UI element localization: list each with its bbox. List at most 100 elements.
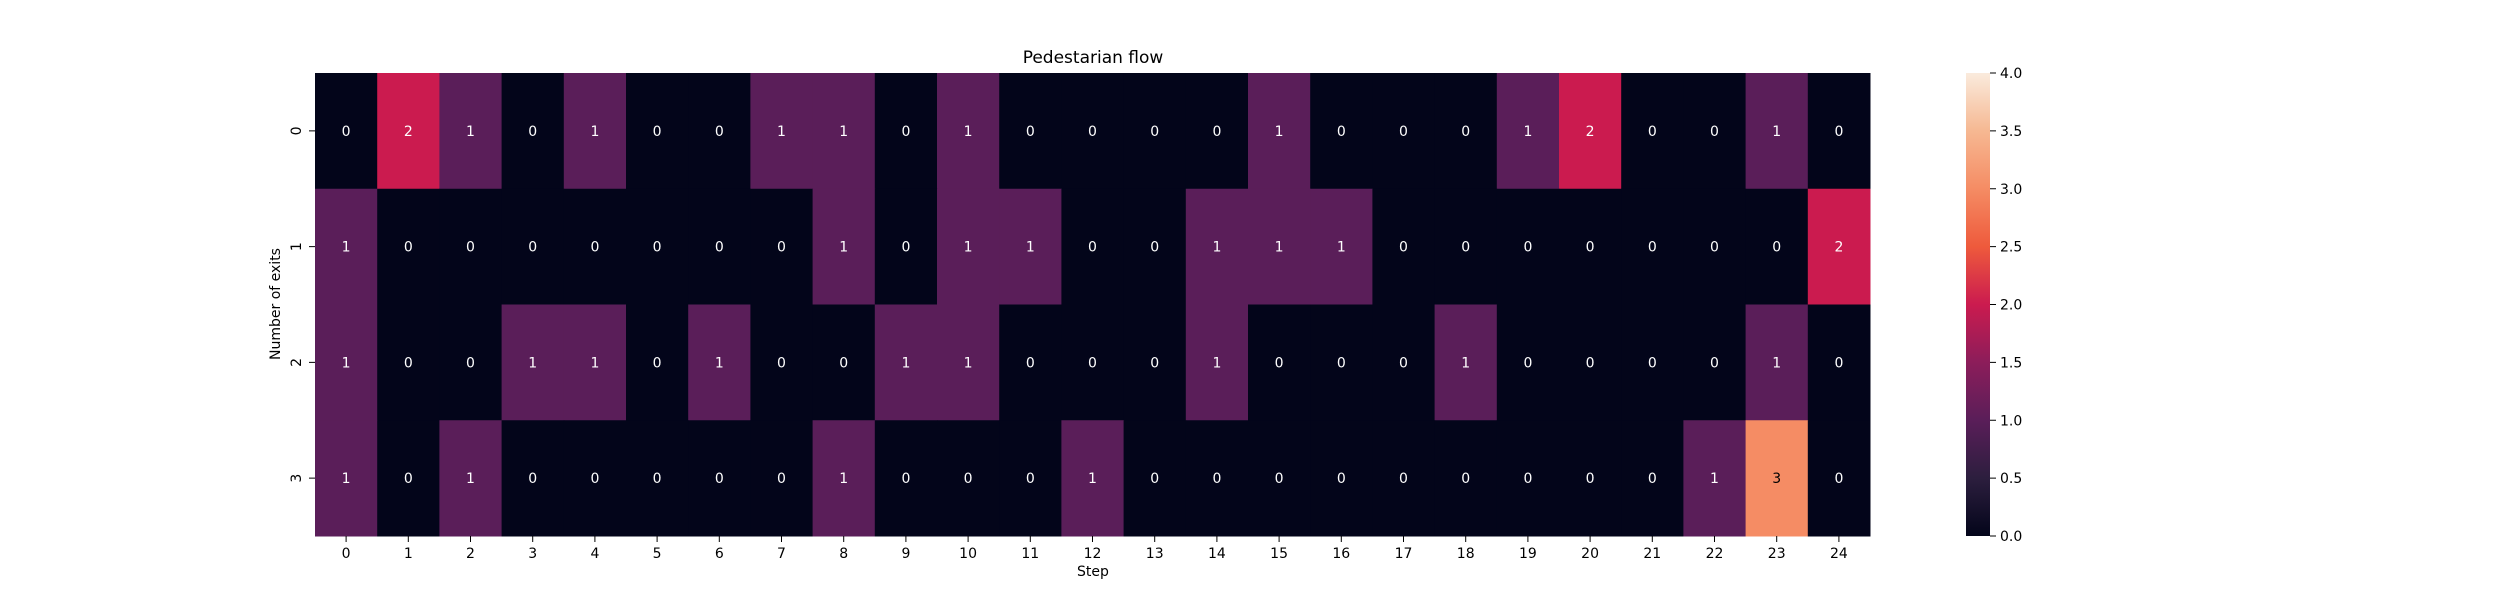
x-tick-label: 10: [959, 546, 977, 562]
heatmap-cell: [1061, 304, 1125, 421]
cell-value-label: 0: [1648, 124, 1657, 140]
cell-value-label: 0: [1337, 355, 1346, 371]
cell-value-label: 1: [528, 355, 537, 371]
heatmap-cell: [1683, 73, 1747, 190]
cell-value-label: 1: [590, 355, 599, 371]
cell-value-label: 0: [1026, 124, 1035, 140]
heatmap-cell: [1496, 304, 1560, 421]
cell-value-label: 0: [1399, 240, 1408, 256]
cell-value-label: 0: [1461, 471, 1470, 487]
heatmap-cell: [812, 304, 876, 421]
cell-value-label: 0: [1710, 355, 1719, 371]
heatmap-cell: [1372, 420, 1436, 537]
colorbar-tick-label: 0.5: [2000, 471, 2022, 487]
x-tick-label: 20: [1581, 546, 1599, 562]
cell-value-label: 0: [528, 471, 537, 487]
colorbar-tick-label: 1.5: [2000, 355, 2022, 371]
heatmap-cell: [501, 420, 565, 537]
heatmap-cell: [1310, 73, 1373, 190]
cell-value-label: 0: [1150, 124, 1159, 140]
heatmap-cell: [626, 304, 689, 421]
heatmap-cell: [501, 188, 565, 305]
heatmap-cell: [999, 304, 1062, 421]
x-tick-label: 11: [1021, 546, 1039, 562]
heatmap-cell: [439, 73, 503, 190]
y-tick-label: 1: [289, 242, 305, 251]
cell-value-label: 0: [777, 240, 786, 256]
heatmap-cell: [563, 188, 627, 305]
cell-value-label: 1: [342, 240, 351, 256]
heatmap-cell: [750, 304, 814, 421]
heatmap-cell: [1496, 73, 1560, 190]
cell-value-label: 0: [1399, 471, 1408, 487]
heatmap-cell: [1185, 188, 1249, 305]
cell-value-label: 0: [901, 471, 910, 487]
heatmap-cell: [1807, 73, 1871, 190]
heatmap-cell: [1123, 304, 1187, 421]
cell-value-label: 0: [590, 240, 599, 256]
cell-value-label: 0: [1088, 240, 1097, 256]
x-tick-label: 7: [777, 546, 786, 562]
x-tick-label: 9: [901, 546, 910, 562]
heatmap-cell: [1434, 73, 1498, 190]
x-tick-label: 1: [404, 546, 413, 562]
x-tick-label: 15: [1270, 546, 1288, 562]
heatmap-cell: [1123, 73, 1187, 190]
colorbar: [1966, 73, 1990, 536]
cell-value-label: 1: [1088, 471, 1097, 487]
heatmap-cell: [937, 304, 1000, 421]
heatmap-cell: [439, 188, 503, 305]
heatmap-cell: [563, 73, 627, 190]
heatmap-cell: [812, 188, 876, 305]
cell-value-label: 0: [1772, 240, 1781, 256]
cell-value-label: 0: [715, 471, 724, 487]
heatmap-cell: [750, 188, 814, 305]
cell-value-label: 1: [715, 355, 724, 371]
colorbar-tick-label: 3.0: [2000, 182, 2022, 198]
cell-value-label: 0: [1275, 355, 1284, 371]
heatmap-cell: [874, 73, 938, 190]
cell-value-label: 1: [1523, 124, 1532, 140]
heatmap-cell: [501, 304, 565, 421]
x-tick-label: 18: [1457, 546, 1475, 562]
heatmap-cell: [874, 304, 938, 421]
x-tick-label: 24: [1830, 546, 1848, 562]
colorbar-tick-label: 3.5: [2000, 124, 2022, 140]
cell-value-label: 0: [528, 240, 537, 256]
heatmap-cell: [1683, 188, 1747, 305]
cell-value-label: 0: [1212, 124, 1221, 140]
heatmap-cell: [1496, 188, 1560, 305]
x-tick-label: 2: [466, 546, 475, 562]
cell-value-label: 0: [1586, 471, 1595, 487]
heatmap-cell: [999, 188, 1062, 305]
heatmap-cell: [1185, 304, 1249, 421]
cell-value-label: 1: [1710, 471, 1719, 487]
y-tick-label: 0: [289, 126, 305, 135]
cell-value-label: 0: [777, 355, 786, 371]
heatmap-cell: [315, 73, 378, 190]
cell-value-label: 0: [404, 240, 413, 256]
colorbar-tick-label: 0.0: [2000, 529, 2022, 545]
heatmap-cell: [1372, 73, 1436, 190]
heatmap-cell: [1807, 188, 1871, 305]
cell-value-label: 0: [404, 471, 413, 487]
heatmap-cell: [1621, 188, 1684, 305]
heatmap-cell: [812, 73, 876, 190]
heatmap-cell: [1621, 420, 1684, 537]
cell-value-label: 0: [1834, 124, 1843, 140]
colorbar-tick-label: 1.0: [2000, 413, 2022, 429]
cell-value-label: 1: [1772, 355, 1781, 371]
heatmap-cell: [1061, 420, 1125, 537]
heatmap-cell: [688, 304, 751, 421]
cell-value-label: 0: [1523, 355, 1532, 371]
cell-value-label: 1: [839, 240, 848, 256]
cell-value-label: 0: [901, 124, 910, 140]
cell-value-label: 2: [1834, 240, 1843, 256]
cell-value-label: 1: [1026, 240, 1035, 256]
x-tick-label: 12: [1084, 546, 1102, 562]
heatmap-cell: [1123, 420, 1187, 537]
heatmap-cell: [750, 420, 814, 537]
heatmap-cell: [1434, 188, 1498, 305]
heatmap-cell: [937, 188, 1000, 305]
cell-value-label: 0: [653, 124, 662, 140]
